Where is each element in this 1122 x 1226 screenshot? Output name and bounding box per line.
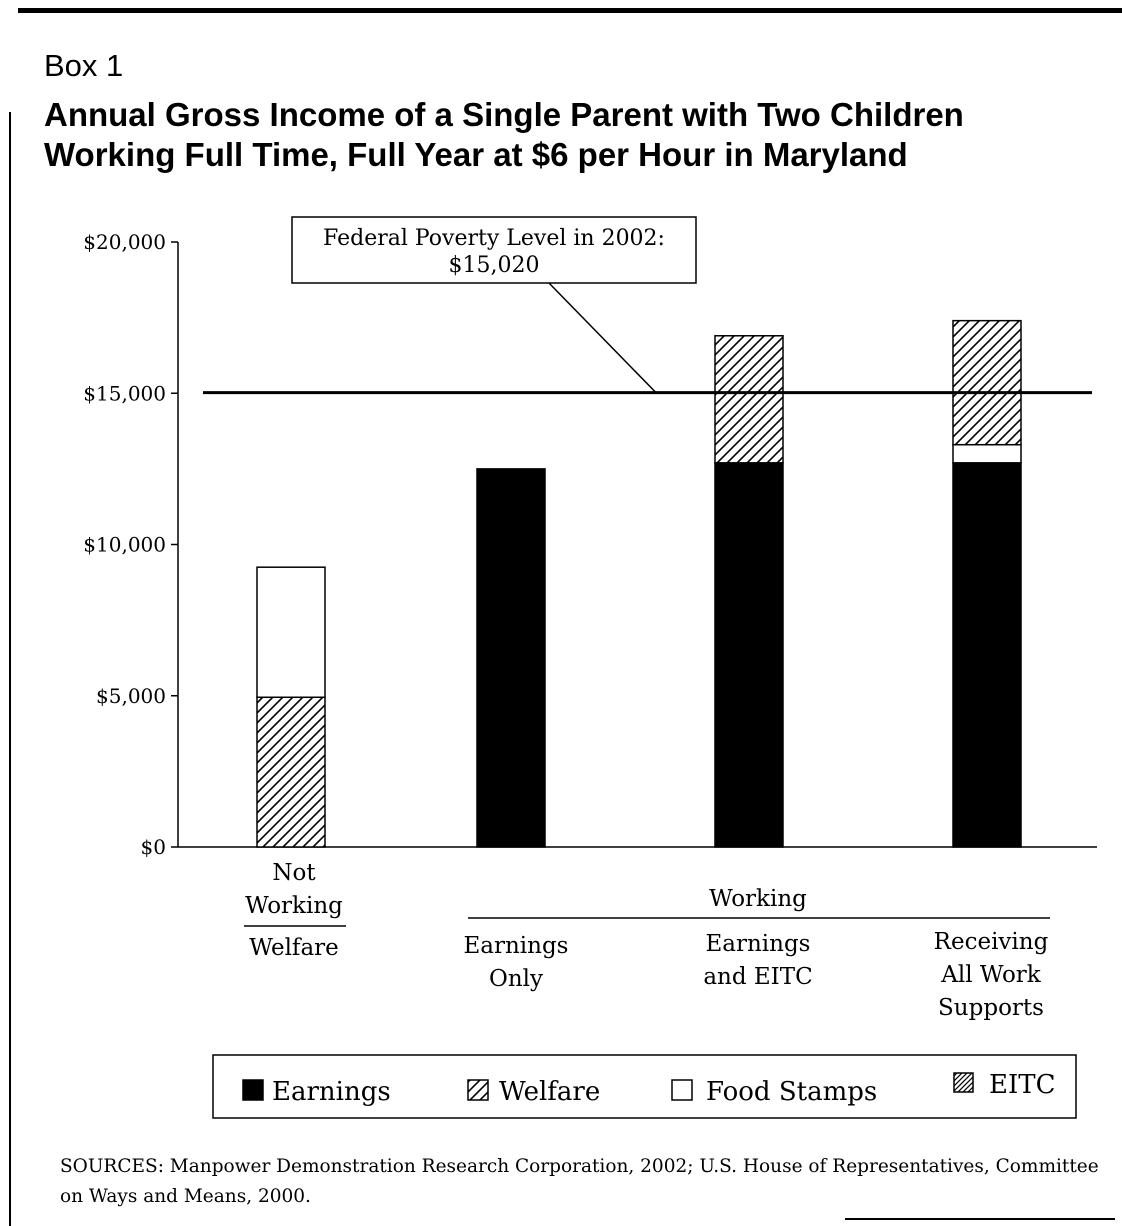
legend-swatch-earnings [242,1079,264,1101]
bars [256,319,1022,848]
chart-title: Annual Gross Income of a Single Parent w… [44,95,1104,175]
y-tick-label: $5,000 [96,684,166,708]
category-label: Earnings [705,931,810,957]
title-line-1: Annual Gross Income of a Single Parent w… [44,96,964,133]
category-label: All Work [940,962,1042,988]
category-label: Earnings [463,933,568,959]
box-label: Box 1 [44,48,124,83]
category-label: Receiving [934,929,1049,955]
callout-box [291,216,697,284]
category-labels: Not Working Working Welfare Earnings Only Earn… [244,860,1050,1021]
top-rule [18,8,1122,13]
category-label: Welfare [249,935,339,961]
bar-segment-welfare [256,696,326,848]
category-label: Supports [938,995,1044,1021]
bar-segment-eitc [714,335,784,464]
left-rule [9,112,11,1226]
legend-swatch-eitc [953,1072,974,1093]
title-line-2: Working Full Time, Full Year at $6 per H… [44,136,908,173]
legend-swatch-welfare [467,1079,489,1101]
bar-segment-food-stamps [256,566,326,699]
category-label: Only [489,966,543,992]
legend-label: Welfare [499,1077,600,1107]
group-label-working: Working [709,886,807,912]
bar-segment-earnings [714,462,784,848]
y-tick-label: $15,000 [83,381,166,405]
group-label-not-working: Working [245,893,343,919]
legend: Earnings Welfare Food Stamps EITC [212,1054,1077,1119]
legend-label: Food Stamps [706,1077,877,1107]
bottom-rule [845,1218,1115,1220]
category-label: and EITC [703,964,812,990]
bar-segment-earnings [952,462,1022,848]
bar-segment-earnings [476,468,546,848]
callout-connector [547,281,657,394]
bar-segment-eitc [952,319,1022,446]
sources-note: SOURCES: Manpower Demonstration Research… [60,1156,1099,1207]
legend-box [212,1054,1077,1119]
callout-label-line-1: Federal Poverty Level in 2002: [323,226,665,251]
stacked-bar-chart: $0 $5,000 $10,000 $15,000 $20,000 Federal Po… [83,216,1097,1119]
poverty-line-callout: Federal Poverty Level in 2002: $15,020 [291,216,697,394]
legend-label: Earnings [272,1077,391,1107]
bar-segment-food-stamps [952,443,1022,464]
axes: $0 $5,000 $10,000 $15,000 $20,000 [83,230,1097,859]
callout-label-line-2: $15,020 [449,253,540,278]
y-tick-label: $10,000 [83,533,166,557]
y-tick-label: $0 [141,835,166,859]
legend-label: EITC [989,1070,1056,1100]
group-label-not-working: Not [272,860,316,886]
y-tick-label: $20,000 [83,230,166,254]
legend-swatch-food-stamps [671,1079,693,1101]
